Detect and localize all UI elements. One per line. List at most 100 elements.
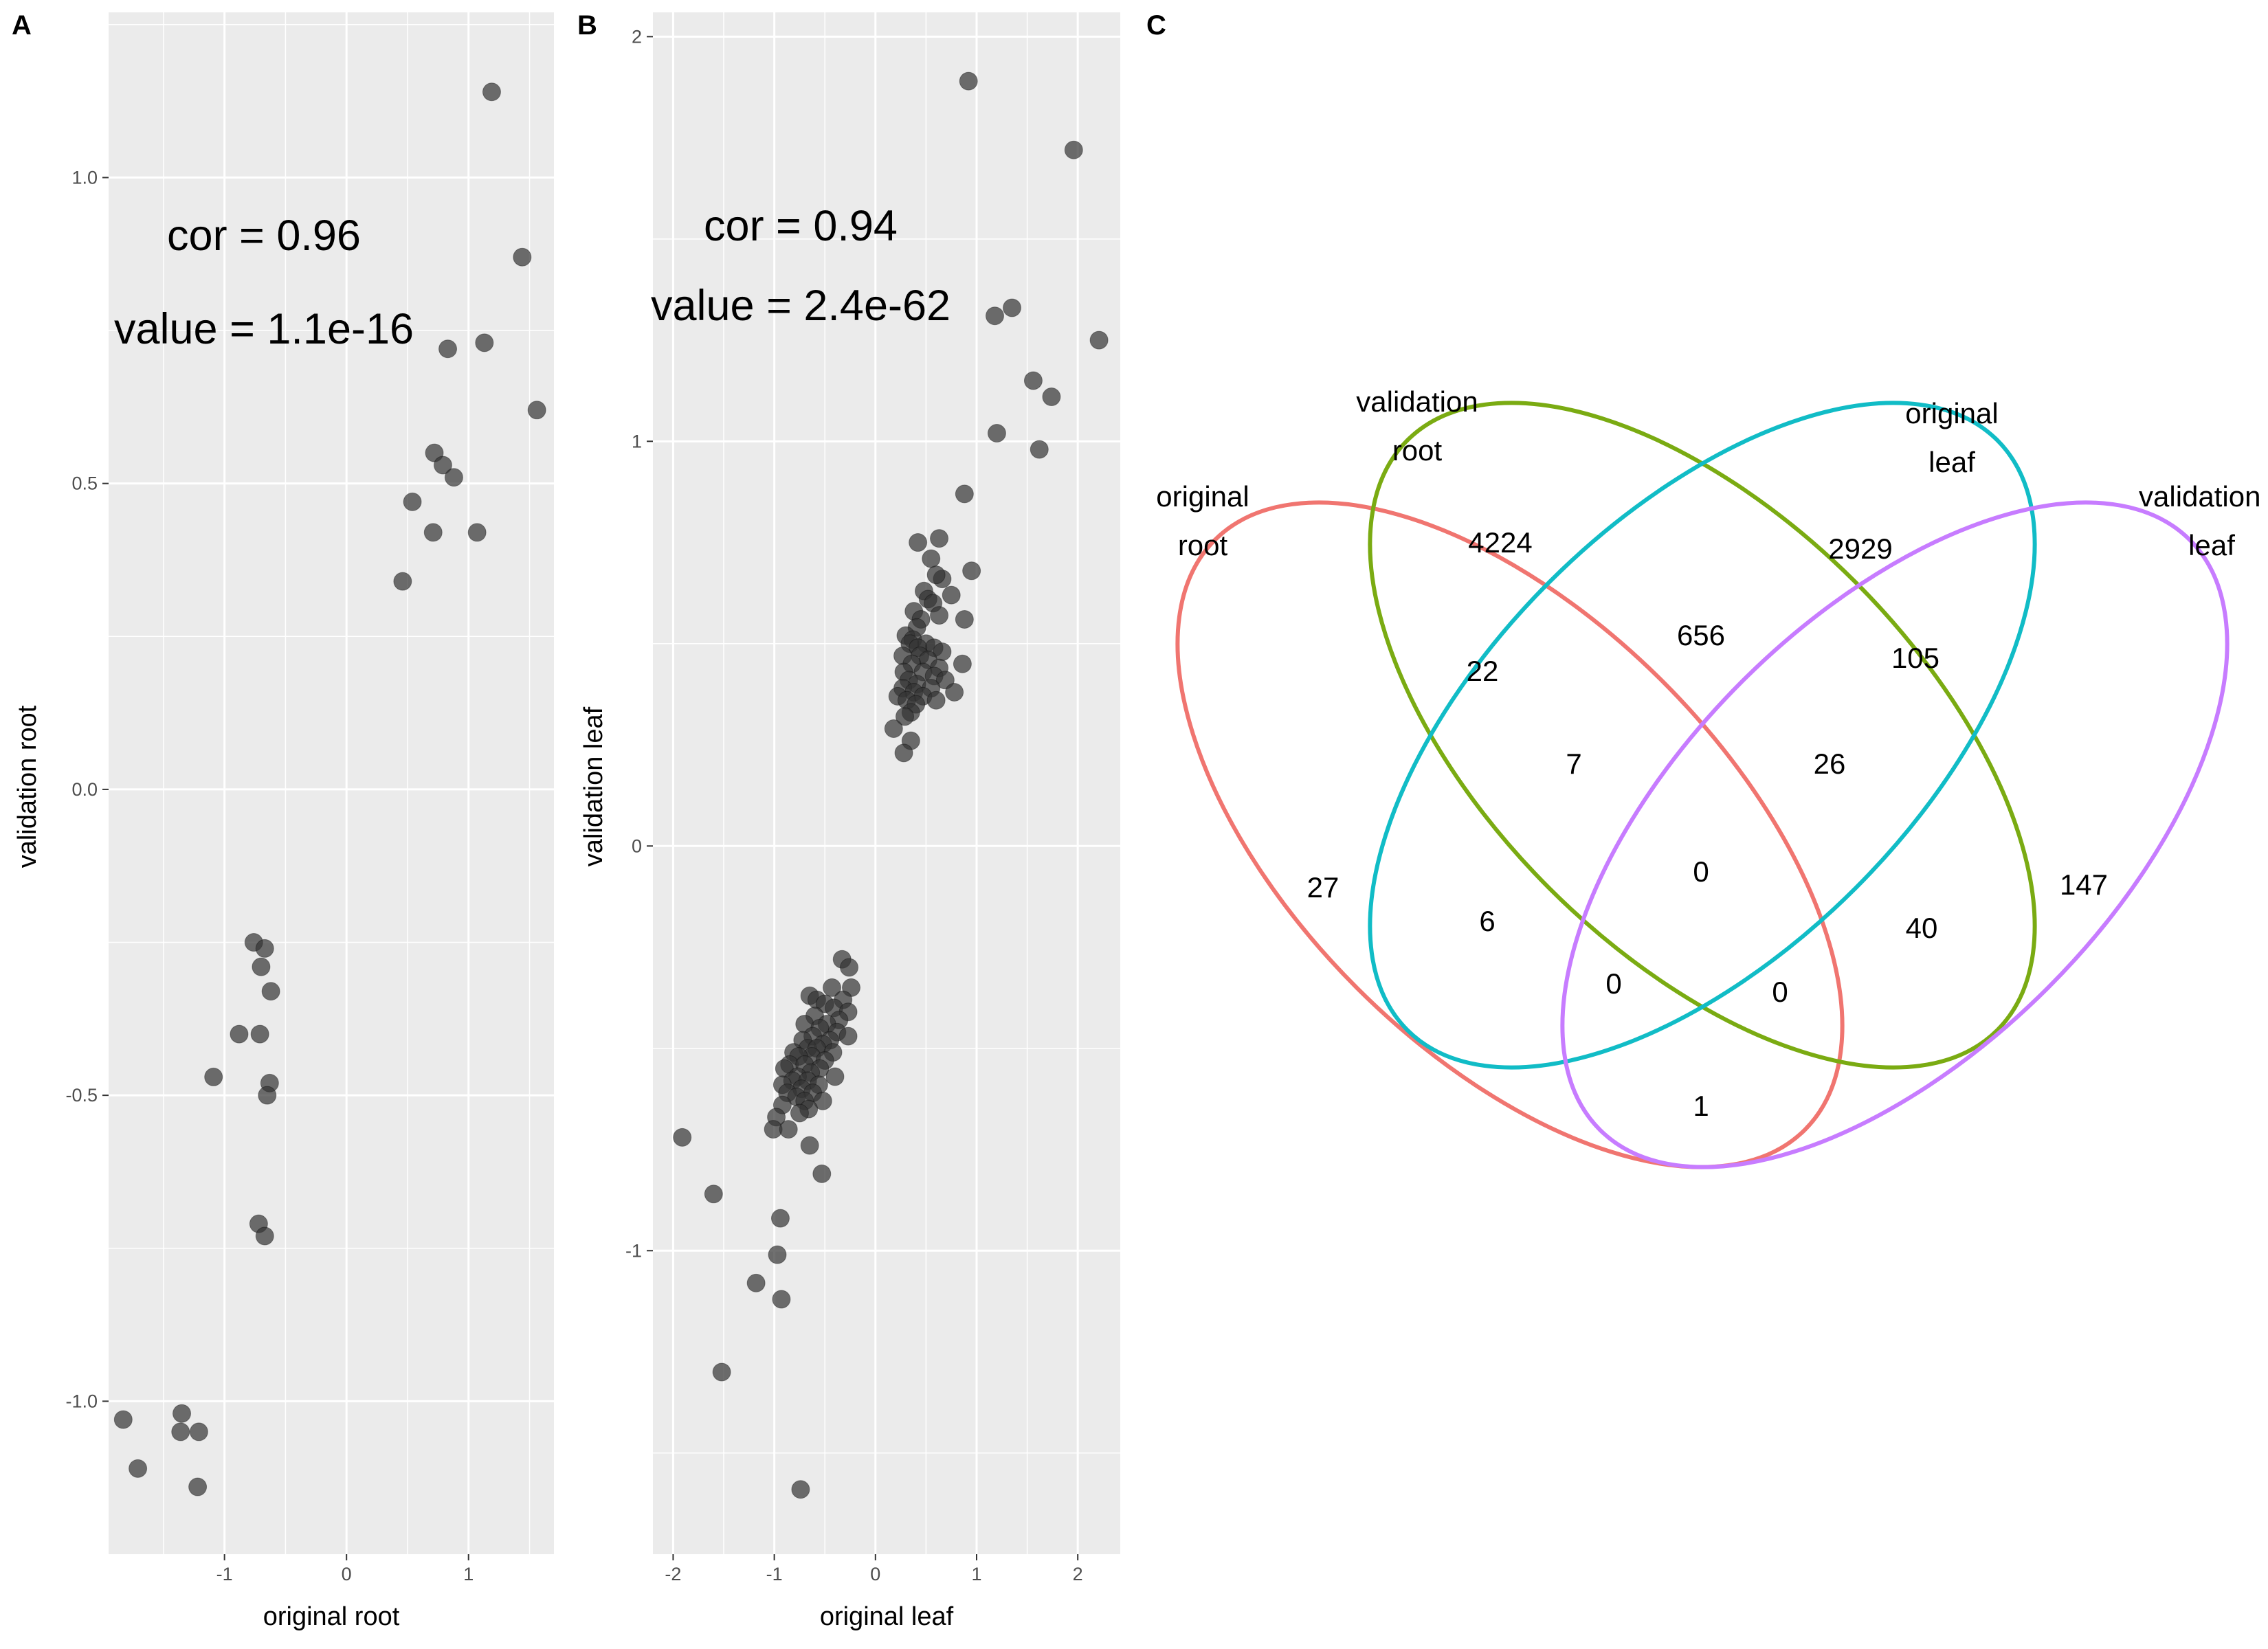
data-point: [423, 523, 443, 542]
panel-c-letter: C: [1146, 10, 1166, 41]
y-axis-title-b: validation leaf: [579, 706, 608, 866]
data-point: [926, 565, 946, 585]
region-count-or-vl: 1: [1693, 1090, 1709, 1122]
x-tick-label: 0: [870, 1564, 880, 1584]
pvalue-label-b: value = 2.4e-62: [651, 282, 950, 330]
data-point: [438, 339, 458, 359]
x-tick-label: 2: [1073, 1564, 1083, 1584]
region-count-vr-ol: 656: [1677, 619, 1725, 651]
data-point: [779, 1120, 798, 1139]
y-tick-label: 0: [632, 835, 642, 856]
data-point: [930, 606, 949, 625]
data-point: [942, 585, 961, 605]
region-count-vr-ol-vl: 26: [1814, 748, 1846, 780]
y-tick-label: -1.0: [65, 1391, 98, 1411]
data-point: [188, 1477, 208, 1496]
data-point: [825, 1067, 845, 1086]
data-point: [935, 671, 955, 690]
y-tick-label: 0.5: [71, 473, 98, 494]
set-ellipse-validation-leaf: [1560, 500, 2230, 1169]
data-point: [1042, 388, 1061, 407]
x-tick-label: 0: [342, 1564, 352, 1584]
gridlines-a: [109, 12, 554, 1554]
set-label-validation-leaf-2: leaf: [2188, 529, 2235, 561]
y-tick-label: 1.0: [71, 167, 98, 188]
ticks-b: -2 -1 0 1 2 -1 0 1 2: [625, 26, 1083, 1584]
data-point: [962, 561, 981, 581]
data-point: [255, 939, 274, 958]
set-label-original-root-1: original: [1156, 480, 1249, 513]
data-point: [527, 401, 546, 420]
gridlines-b: [653, 12, 1120, 1554]
x-axis-title-a: original root: [263, 1602, 400, 1631]
region-count-or-ol: 6: [1479, 905, 1495, 937]
data-point: [171, 1422, 190, 1442]
data-point: [1023, 371, 1043, 390]
y-tick-label: 0.0: [71, 779, 98, 800]
region-count-validation-root-only: 4224: [1468, 526, 1532, 559]
data-point: [393, 572, 412, 591]
region-count-original-root-only: 27: [1307, 871, 1339, 904]
data-point: [1003, 298, 1022, 317]
panel-a-letter: A: [12, 10, 32, 41]
set-label-validation-root-1: validation: [1356, 385, 1478, 418]
data-point: [922, 549, 941, 568]
venn-diagram: original root validation root original l…: [1156, 385, 2260, 1169]
scatter-panel-a: -1 0 1 -1.0 -0.5 0.0 0.5 1.0 cor = 0.96 value =…: [13, 12, 554, 1631]
data-point: [894, 743, 913, 763]
points-b: [673, 71, 1109, 1499]
data-point: [261, 982, 280, 1001]
data-point: [1064, 140, 1083, 159]
set-ellipse-original-root: [1175, 500, 1845, 1169]
y-tick-label: 1: [632, 431, 642, 451]
y-tick-label: -0.5: [65, 1085, 98, 1106]
data-point: [955, 484, 974, 504]
data-point: [712, 1362, 731, 1382]
data-point: [838, 1027, 858, 1046]
data-point: [813, 1091, 832, 1110]
y-tick-label: -1: [625, 1240, 642, 1261]
data-point: [987, 424, 1006, 443]
data-point: [704, 1185, 723, 1204]
region-count-or-vr: 22: [1467, 655, 1499, 687]
x-tick-label: 1: [463, 1564, 474, 1584]
data-point: [790, 1103, 809, 1123]
region-count-or-vr-vl: 0: [1772, 976, 1788, 1008]
data-point: [475, 333, 494, 352]
data-point: [840, 958, 859, 977]
set-label-validation-root-2: root: [1392, 434, 1443, 467]
data-point: [204, 1067, 223, 1086]
data-point: [1030, 440, 1049, 459]
data-point: [791, 1480, 810, 1499]
data-point: [746, 1273, 766, 1292]
x-tick-label: -1: [216, 1564, 233, 1584]
data-point: [467, 523, 487, 542]
y-tick-label: 2: [632, 26, 642, 47]
region-count-vr-vl: 40: [1906, 912, 1938, 944]
data-point: [250, 1024, 269, 1044]
region-count-ol-vl: 105: [1891, 642, 1939, 674]
data-point: [953, 654, 972, 673]
set-ellipse-validation-root: [1368, 401, 2037, 1070]
data-point: [1089, 330, 1109, 350]
data-point: [230, 1024, 249, 1044]
data-point: [945, 682, 964, 702]
data-point: [252, 957, 271, 976]
plot-background-a: [109, 12, 554, 1554]
data-point: [770, 1209, 790, 1228]
x-tick-label: -2: [665, 1564, 681, 1584]
data-point: [433, 456, 452, 475]
data-point: [895, 707, 914, 726]
data-point: [768, 1245, 787, 1264]
data-point: [930, 529, 949, 548]
data-point: [113, 1410, 133, 1429]
ticks-a: -1 0 1 -1.0 -0.5 0.0 0.5 1.0: [65, 167, 474, 1584]
region-count-all-four: 0: [1693, 855, 1709, 888]
correlation-label-b: cor = 0.94: [704, 202, 898, 250]
x-tick-label: -1: [766, 1564, 783, 1584]
set-ellipse-original-leaf: [1368, 401, 2037, 1070]
data-point: [255, 1226, 274, 1246]
x-axis-title-b: original leaf: [820, 1602, 954, 1631]
